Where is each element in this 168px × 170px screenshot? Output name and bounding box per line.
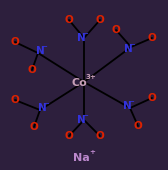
Text: N: N [77,115,85,125]
Text: O: O [65,131,73,141]
Text: O: O [11,95,19,105]
Text: O: O [11,37,19,47]
Text: −: − [129,99,134,105]
Text: −: − [44,101,49,107]
Text: O: O [148,33,156,43]
Text: O: O [148,93,156,103]
Text: −: − [82,31,88,37]
Text: Co: Co [71,78,87,88]
Text: N: N [36,46,44,56]
Text: O: O [30,122,38,132]
Text: N: N [38,103,46,113]
Text: N: N [124,44,132,54]
Text: O: O [65,15,73,25]
Text: −: − [82,113,88,119]
Text: O: O [134,121,142,131]
Text: N: N [123,101,131,111]
Text: −: − [41,44,47,50]
Text: −: − [130,42,135,48]
Text: O: O [28,65,36,75]
Text: +: + [89,149,95,155]
Text: O: O [96,131,104,141]
Text: Na: Na [73,153,89,163]
Text: N: N [77,33,85,43]
Text: 3+: 3+ [86,74,96,80]
Text: O: O [96,15,104,25]
Text: O: O [112,25,120,35]
